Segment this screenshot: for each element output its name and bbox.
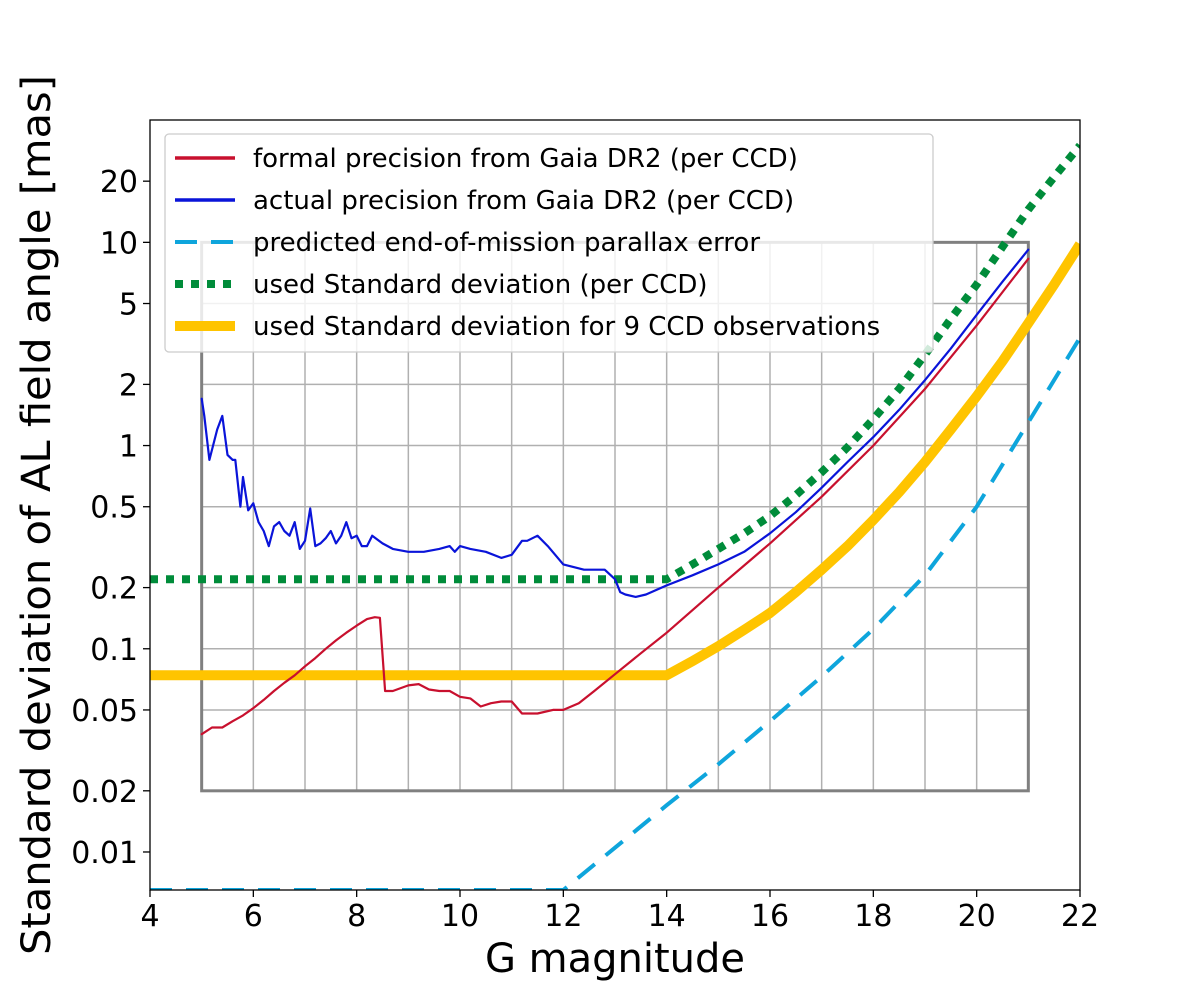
y-tick-label: 0.05	[71, 694, 138, 729]
x-tick-label: 18	[854, 899, 892, 934]
legend-label-5: used Standard deviation for 9 CCD observ…	[253, 312, 880, 342]
x-axis-title: G magnitude	[485, 936, 745, 982]
y-tick-label: 10	[100, 226, 138, 261]
y-tick-label: 0.2	[90, 572, 138, 607]
x-tick-label: 10	[441, 899, 479, 934]
y-tick-label: 20	[100, 165, 138, 200]
x-tick-label: 4	[140, 899, 159, 934]
plot-area-frame	[149, 119, 1081, 891]
legend-label-4: used Standard deviation (per CCD)	[253, 270, 708, 300]
legend-label-2: actual precision from Gaia DR2 (per CCD)	[253, 186, 794, 216]
legend-label-3: predicted end-of-mission parallax error	[253, 228, 760, 258]
series-line-3	[150, 336, 1080, 890]
y-axis-ticks: 0.01 0.02 0.05 0.1 0.2 0.5 1 2 5 10 20	[71, 165, 150, 871]
y-tick-label: 0.1	[90, 633, 138, 668]
y-tick-label: 5	[119, 288, 138, 323]
y-tick-label: 2	[119, 368, 138, 403]
y-tick-label: 0.5	[90, 491, 138, 526]
x-tick-label: 22	[1061, 899, 1099, 934]
x-tick-label: 8	[347, 899, 366, 934]
y-tick-label: 0.01	[71, 836, 138, 871]
y-tick-label: 0.02	[71, 775, 138, 810]
x-tick-label: 20	[958, 899, 996, 934]
x-tick-label: 12	[544, 899, 582, 934]
y-axis-title: Standard deviation of AL field angle [ma…	[14, 75, 60, 955]
y-tick-label: 1	[119, 430, 138, 465]
series-line-1	[200, 257, 1030, 736]
legend-box	[164, 133, 934, 353]
x-tick-label: 6	[244, 899, 263, 934]
x-tick-label: 14	[648, 899, 686, 934]
series-line-2	[200, 248, 1030, 599]
x-axis-ticks: 4 6 8 10 12 14 16 18 20 22	[140, 890, 1099, 934]
series-lines	[150, 142, 1080, 890]
series-line-5	[150, 241, 1080, 681]
legend: formal precision from Gaia DR2 (per CCD)…	[164, 133, 934, 353]
legend-label-1: formal precision from Gaia DR2 (per CCD)	[253, 144, 798, 174]
x-tick-label: 16	[751, 899, 789, 934]
